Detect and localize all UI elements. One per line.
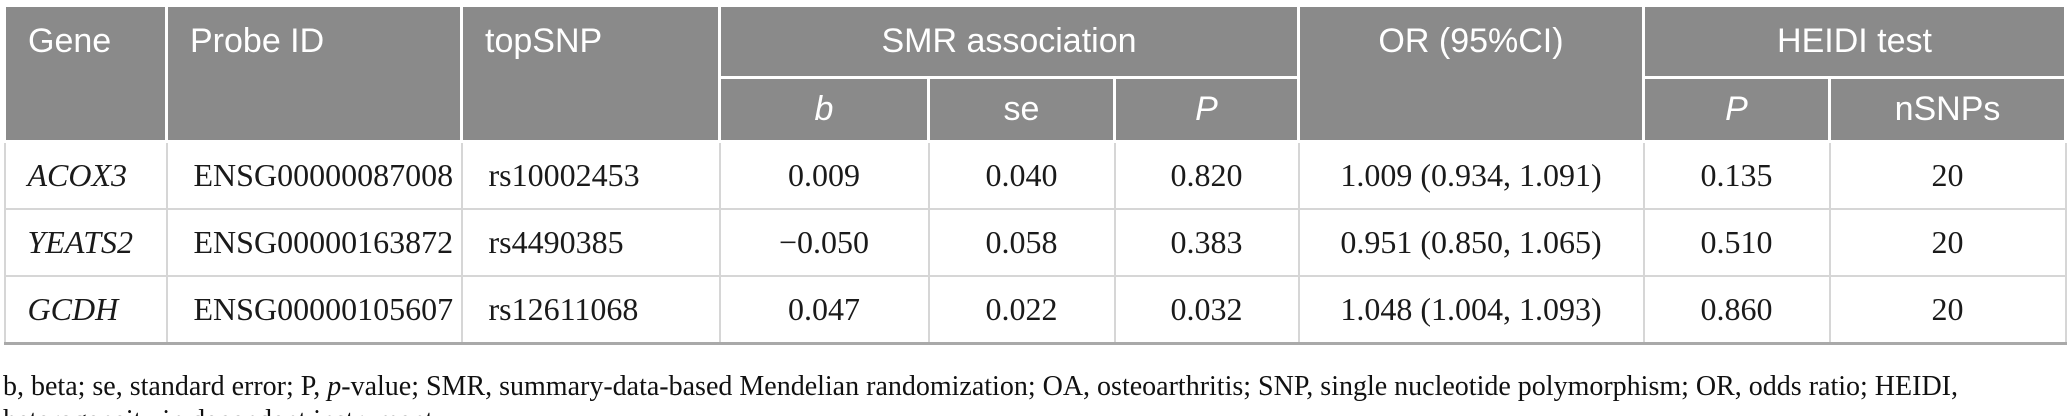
header-heidi-test-group: HEIDI test bbox=[1642, 4, 2067, 79]
table-row: GCDH ENSG00000105607 rs12611068 0.047 0.… bbox=[3, 275, 2067, 345]
cell-gene: GCDH bbox=[3, 275, 168, 345]
cell-probe-id: ENSG00000087008 bbox=[165, 140, 463, 210]
cell-p: 0.032 bbox=[1113, 275, 1300, 345]
cell-top-snp: rs12611068 bbox=[460, 275, 721, 345]
cell-se: 0.058 bbox=[927, 208, 1116, 277]
cell-heidi-p: 0.135 bbox=[1642, 140, 1831, 210]
cell-or-ci: 0.951 (0.850, 1.065) bbox=[1297, 208, 1645, 277]
cell-gene: ACOX3 bbox=[3, 140, 168, 210]
cell-top-snp: rs10002453 bbox=[460, 140, 721, 210]
table-footnote: b, beta; se, standard error; P, p-value;… bbox=[3, 370, 2061, 416]
cell-b: −0.050 bbox=[718, 208, 930, 277]
cell-heidi-p: 0.860 bbox=[1642, 275, 1831, 345]
footnote-text-after: -value; SMR, summary-data-based Mendelia… bbox=[3, 371, 1958, 416]
cell-or-ci: 1.048 (1.004, 1.093) bbox=[1297, 275, 1645, 345]
cell-top-snp: rs4490385 bbox=[460, 208, 721, 277]
cell-probe-id: ENSG00000163872 bbox=[165, 208, 463, 277]
cell-se: 0.040 bbox=[927, 140, 1116, 210]
table-body: ACOX3 ENSG00000087008 rs10002453 0.009 0… bbox=[3, 140, 2067, 345]
cell-heidi-p: 0.510 bbox=[1642, 208, 1831, 277]
cell-gene: YEATS2 bbox=[3, 208, 168, 277]
cell-se: 0.022 bbox=[927, 275, 1116, 345]
header-gene: Gene bbox=[3, 4, 168, 143]
header-se: se bbox=[927, 76, 1116, 143]
cell-nsnps: 20 bbox=[1828, 140, 2067, 210]
header-p: P bbox=[1113, 76, 1300, 143]
cell-p: 0.383 bbox=[1113, 208, 1300, 277]
header-b: b bbox=[718, 76, 930, 143]
header-nsnps: nSNPs bbox=[1828, 76, 2067, 143]
table-row: ACOX3 ENSG00000087008 rs10002453 0.009 0… bbox=[3, 140, 2067, 210]
table-row: YEATS2 ENSG00000163872 rs4490385 −0.050 … bbox=[3, 208, 2067, 277]
table-header: Gene Probe ID topSNP SMR association OR … bbox=[3, 4, 2067, 143]
cell-probe-id: ENSG00000105607 bbox=[165, 275, 463, 345]
footnote-text-before: b, beta; se, standard error; P, bbox=[3, 371, 328, 402]
smr-results-table: Gene Probe ID topSNP SMR association OR … bbox=[3, 4, 2067, 345]
cell-b: 0.047 bbox=[718, 275, 930, 345]
cell-or-ci: 1.009 (0.934, 1.091) bbox=[1297, 140, 1645, 210]
cell-p: 0.820 bbox=[1113, 140, 1300, 210]
header-top-snp: topSNP bbox=[460, 4, 721, 143]
header-or-95ci: OR (95%CI) bbox=[1297, 4, 1645, 143]
cell-b: 0.009 bbox=[718, 140, 930, 210]
cell-nsnps: 20 bbox=[1828, 275, 2067, 345]
header-smr-association-group: SMR association bbox=[718, 4, 1300, 79]
footnote-p-italic: p bbox=[327, 371, 342, 402]
header-probe-id: Probe ID bbox=[165, 4, 463, 143]
header-heidi-p: P bbox=[1642, 76, 1831, 143]
cell-nsnps: 20 bbox=[1828, 208, 2067, 277]
